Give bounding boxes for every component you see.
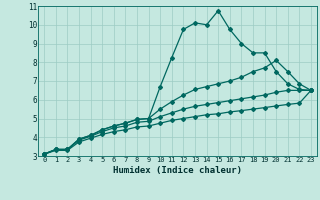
X-axis label: Humidex (Indice chaleur): Humidex (Indice chaleur) — [113, 166, 242, 175]
